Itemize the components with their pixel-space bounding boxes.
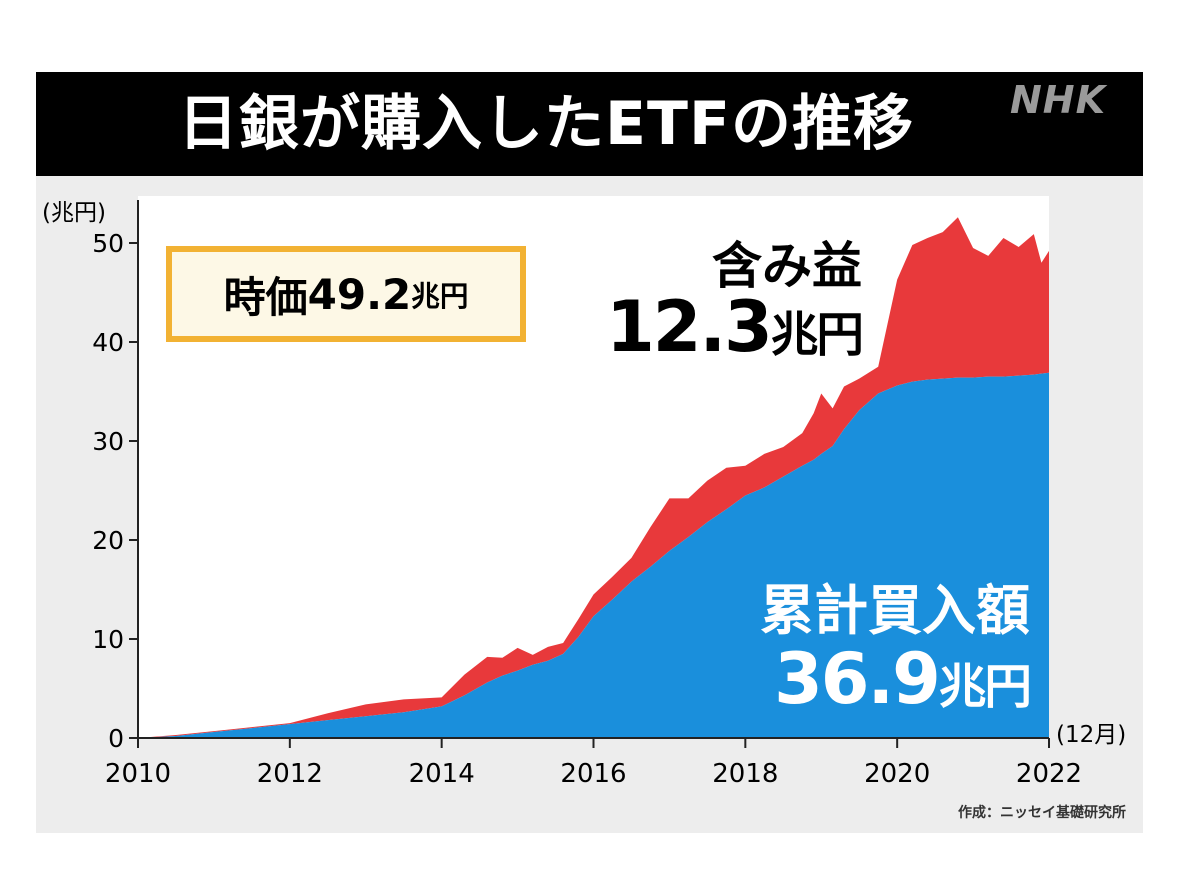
y-tick-label: 0 — [108, 724, 124, 753]
market-value-number: 49.2 — [307, 269, 412, 319]
cumulative-purchase-value: 36.9兆円 — [700, 638, 1032, 720]
source-credit: 作成：ニッセイ基礎研究所 — [958, 805, 1126, 821]
x-tick-label: 2012 — [257, 759, 323, 789]
market-value-box: 時価 49.2 兆円 — [166, 246, 526, 342]
y-tick-label: 50 — [92, 229, 124, 258]
y-tick-label: 30 — [92, 427, 124, 456]
gain-label: 含み益 — [712, 237, 862, 295]
title-bar — [36, 72, 1143, 176]
x-tick-label: 2014 — [409, 759, 475, 789]
x-tick-label: 2020 — [864, 759, 930, 789]
series-area-unrealized-gain — [138, 217, 1049, 738]
y-tick-label: 40 — [92, 328, 124, 357]
x-tick-label: 2018 — [712, 759, 778, 789]
gain-number: 12.3 — [606, 286, 773, 368]
nhk-logo: NHK — [1010, 78, 1107, 122]
cumulative-purchase-unit: 兆円 — [938, 660, 1032, 715]
x-tick-label: 2016 — [560, 759, 626, 789]
y-axis-unit-label: (兆円) — [42, 200, 106, 226]
cumulative-purchase-label: 累計買入額 — [760, 579, 1030, 642]
series-area-cumulative-purchase — [138, 372, 1049, 738]
y-tick-label: 10 — [92, 625, 124, 654]
gain-unit: 兆円 — [770, 308, 864, 363]
cumulative-purchase-number: 36.9 — [774, 638, 941, 720]
market-value-label: 時価 — [223, 272, 308, 322]
x-tick-label: 2010 — [105, 759, 171, 789]
x-tick-label: 2022 — [1016, 759, 1082, 789]
x-axis-unit-label: (12月) — [1056, 722, 1127, 748]
chart-title: 日銀が購入したETFの推移 — [178, 89, 914, 159]
market-value-unit: 兆円 — [411, 278, 469, 313]
y-tick-label: 20 — [92, 526, 124, 555]
gain-value: 12.3兆円 — [560, 286, 864, 368]
